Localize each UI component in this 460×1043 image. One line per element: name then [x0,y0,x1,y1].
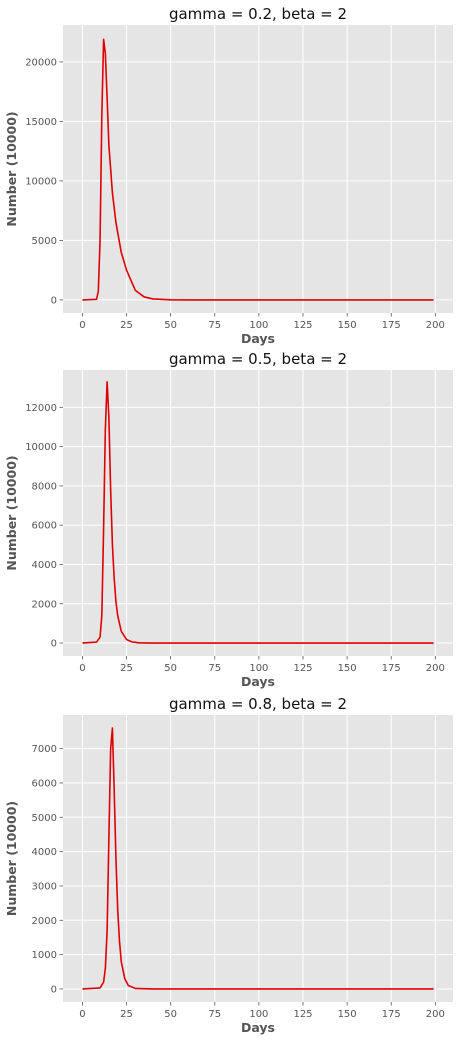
series-line [82,38,434,301]
y-axis: 0 2000 4000 6000 8000 10000 12000 [25,403,63,650]
x-tick-label: 75 [208,663,221,674]
y-tick-label: 3000 [32,881,57,892]
y-tick-label: 0 [51,639,57,650]
x-tick-label: 175 [382,1009,401,1020]
x-tick-label: 0 [79,320,85,331]
x-tick-label: 75 [208,320,221,331]
x-tick-label: 50 [164,1009,177,1020]
y-axis: 0 1000 2000 3000 4000 5000 6000 7000 [32,744,63,995]
y-tick-label: 2000 [32,599,57,610]
x-tick-label: 75 [208,1009,221,1020]
chart-title: gamma = 0.5, beta = 2 [169,350,347,368]
x-tick-label: 25 [120,663,133,674]
y-tick-label: 1000 [32,950,57,961]
x-axis-label: Days [241,331,275,346]
y-axis: 0 5000 10000 15000 20000 [25,57,63,306]
chart-panel-2: 0 25 50 75 100 125 150 175 200020004000600080001… [4,350,453,689]
x-tick-label: 125 [293,663,312,674]
x-tick-label: 25 [120,1009,133,1020]
series-line [82,380,434,644]
x-tick-label: 200 [426,320,445,331]
x-tick-label: 150 [338,1009,357,1020]
y-tick-label: 5000 [32,813,57,824]
y-tick-label: 5000 [32,236,57,247]
x-tick-label: 25 [120,320,133,331]
x-tick-label: 0 [79,1009,85,1020]
y-axis-label: Number (10000) [4,111,19,226]
x-axis-label: Days [241,1020,275,1035]
y-tick-label: 15000 [25,117,57,128]
x-tick-label: 50 [164,663,177,674]
y-tick-label: 6000 [32,778,57,789]
chart-title: gamma = 0.8, beta = 2 [169,695,347,713]
x-tick-label: 100 [249,320,268,331]
y-tick-label: 0 [51,295,57,306]
series-line [82,727,434,990]
x-axis: 0 25 50 75 100 125 150 175 200 [79,313,445,331]
y-tick-label: 10000 [25,176,57,187]
x-axis-label: Days [241,674,275,689]
chart-panel-3: 0 25 50 75 100 125 150 175 200010002000300040005… [4,695,453,1035]
y-tick-label: 4000 [32,560,57,571]
y-tick-label: 10000 [25,442,57,453]
plot-area [63,25,453,313]
x-tick-label: 125 [293,320,312,331]
x-tick-label: 150 [338,663,357,674]
x-tick-label: 200 [426,1009,445,1020]
x-tick-label: 100 [249,663,268,674]
y-tick-label: 0 [51,984,57,995]
y-tick-label: 7000 [32,744,57,755]
y-axis-label: Number (10000) [4,455,19,570]
x-tick-label: 50 [164,320,177,331]
y-tick-label: 4000 [32,847,57,858]
x-tick-label: 175 [382,320,401,331]
x-axis: 0 25 50 75 100 125 150 175 200 [79,656,445,674]
y-tick-label: 2000 [32,916,57,927]
y-tick-label: 8000 [32,481,57,492]
y-axis-label: Number (10000) [4,801,19,916]
gridlines [63,25,453,313]
x-tick-label: 100 [249,1009,268,1020]
plot-area [63,370,453,656]
y-tick-label: 6000 [32,521,57,532]
x-tick-label: 175 [382,663,401,674]
x-tick-label: 0 [79,663,85,674]
x-tick-label: 200 [426,663,445,674]
y-tick-label: 12000 [25,403,57,414]
y-tick-label: 20000 [25,57,57,68]
x-tick-label: 125 [293,1009,312,1020]
x-tick-label: 150 [338,320,357,331]
chart-panel-1: 0 25 50 75 100 125 150 175 200 0 5000 10000 15000 200… [4,5,453,346]
chart-title: gamma = 0.2, beta = 2 [169,5,347,23]
x-axis: 0 25 50 75 100 125 150 175 200 [79,1002,445,1020]
